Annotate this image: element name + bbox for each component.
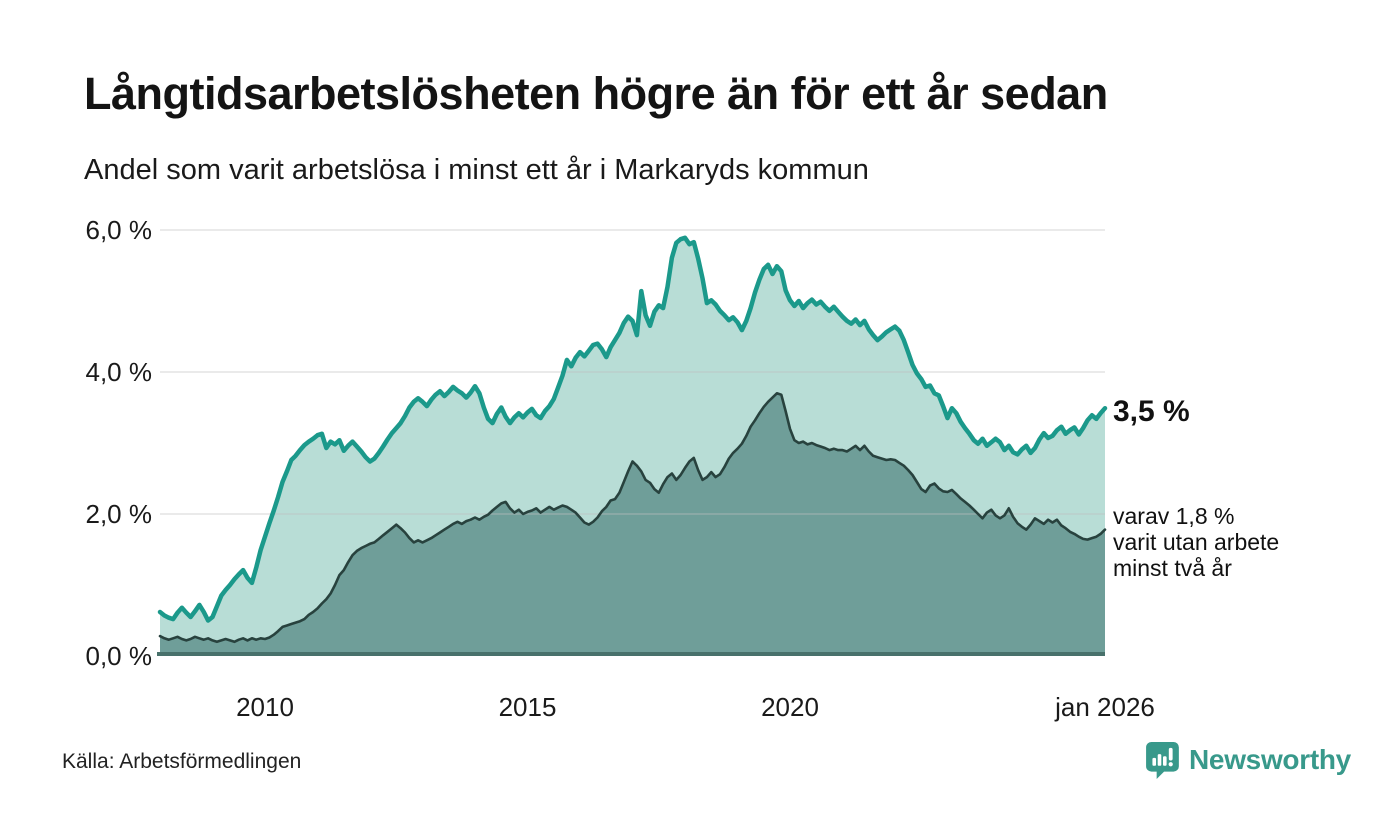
area-fill-unemployed-two-years bbox=[160, 393, 1105, 656]
line-unemployed-one-year bbox=[157, 235, 1108, 623]
y-tick-6: 6,0 % bbox=[85, 215, 153, 245]
page-title: Långtidsarbetslösheten högre än för ett … bbox=[84, 68, 1108, 119]
newsworthy-logo-text: Newsworthy bbox=[1189, 744, 1351, 775]
page-subtitle: Andel som varit arbetslösa i minst ett å… bbox=[84, 154, 869, 186]
horizontal-gridlines bbox=[160, 229, 1105, 515]
line-unemployed-two-years bbox=[158, 392, 1107, 644]
x-tick-2015: 2015 bbox=[498, 692, 557, 722]
x-tick-2020: 2020 bbox=[761, 692, 819, 722]
newsworthy-logo-icon bbox=[1146, 741, 1179, 779]
newsworthy-logo: Newsworthy bbox=[1146, 740, 1351, 780]
x-tick-2010: 2010 bbox=[236, 692, 294, 722]
y-tick-0: 0,0 % bbox=[85, 641, 153, 671]
secondary-value-label: varav 1,8 % varit utan arbete minst två … bbox=[1113, 503, 1279, 581]
secondary-value-line1: varav 1,8 % bbox=[1113, 503, 1235, 529]
y-tick-2: 2,0 % bbox=[85, 499, 153, 529]
x-tick-jan-2026: jan 2026 bbox=[1055, 692, 1155, 722]
secondary-value-line3: minst två år bbox=[1113, 555, 1232, 581]
source-note: Källa: Arbetsförmedlingen bbox=[62, 750, 302, 773]
y-tick-4: 4,0 % bbox=[85, 357, 153, 387]
secondary-value-line2: varit utan arbete bbox=[1113, 529, 1280, 555]
latest-value-label: 3,5 % bbox=[1113, 395, 1190, 428]
